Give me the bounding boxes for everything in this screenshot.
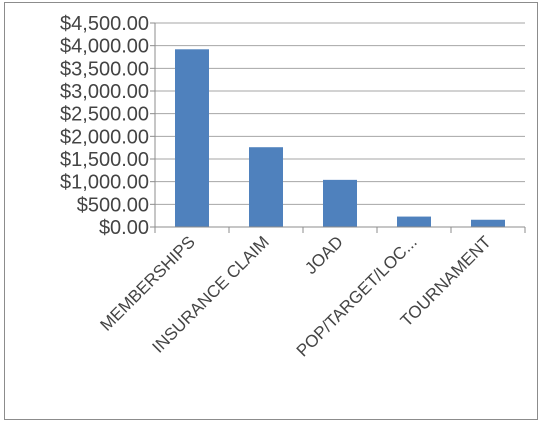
- y-tick-label: $4,500.00: [60, 13, 149, 35]
- y-tick-label: $500.00: [77, 194, 149, 216]
- gridlines: [155, 22, 525, 228]
- x-tick-label: JOAD: [301, 232, 346, 277]
- y-axis: $0.00$500.00$1,000.00$1,500.00$2,000.00$…: [60, 13, 156, 239]
- bar-chart: $0.00$500.00$1,000.00$1,500.00$2,000.00$…: [60, 13, 526, 360]
- bars: [175, 49, 505, 227]
- bar: [175, 49, 209, 227]
- bar: [249, 147, 283, 227]
- y-tick-label: $3,000.00: [60, 81, 149, 103]
- y-tick-label: $1,500.00: [60, 149, 149, 171]
- chart-frame: $0.00 $500.00 $1,000.00 $1,500.00 $2,000.00 $…: [4, 2, 538, 420]
- bar: [323, 179, 357, 227]
- y-tick-label: $2,500.00: [60, 104, 149, 126]
- y-tick-label: $2,000.00: [60, 126, 149, 148]
- y-tick-label: $0.00: [99, 217, 149, 239]
- x-tick-label: POP/TARGET/LOC...: [293, 232, 421, 360]
- y-tick-label: $4,000.00: [60, 36, 149, 58]
- bar: [471, 219, 505, 227]
- y-tick-label: $3,500.00: [60, 58, 149, 80]
- y-tick-label: $1,000.00: [60, 172, 149, 194]
- bar: [397, 216, 431, 227]
